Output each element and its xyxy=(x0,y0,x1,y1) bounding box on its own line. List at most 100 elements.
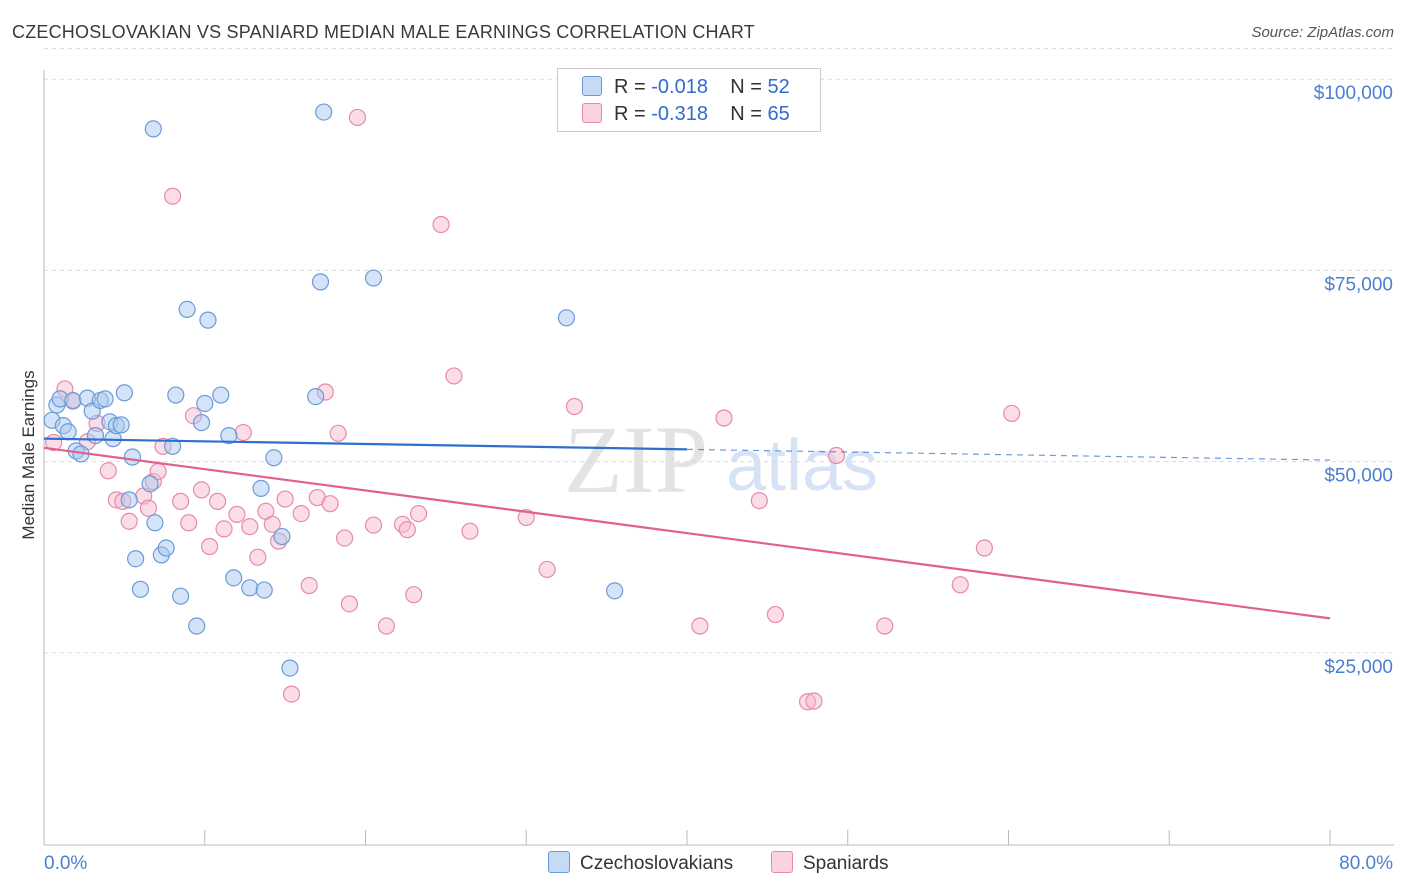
y-axis-label: Median Male Earnings xyxy=(19,370,38,539)
czechoslovakian-point xyxy=(167,386,185,404)
spaniard-point xyxy=(398,521,416,539)
legend-r-label: R = xyxy=(614,76,646,98)
czechoslovakian-point xyxy=(307,387,325,406)
x-tick-label: 80.0% xyxy=(1339,853,1393,874)
spaniard-point xyxy=(282,685,301,703)
czechoslovakian-point xyxy=(96,390,114,408)
spaniard-point xyxy=(432,215,450,234)
czechoslovakian-point xyxy=(172,587,190,605)
spaniard-point xyxy=(348,108,367,127)
legend-row-spaniards: R = -0.318 N = 65 xyxy=(582,103,790,129)
spaniard-point xyxy=(99,462,117,480)
spaniard-point xyxy=(445,367,463,385)
spaniard-point xyxy=(234,423,252,442)
spaniard-point xyxy=(164,187,182,205)
spaniard-point xyxy=(377,617,395,635)
spaniard-point xyxy=(517,508,535,527)
spaniard-point xyxy=(180,514,198,532)
czechoslovakian-point xyxy=(225,569,243,587)
spaniard-point xyxy=(276,490,294,508)
spaniard-point xyxy=(750,492,768,510)
czechoslovakian-point xyxy=(127,550,145,568)
bottom-legend-label: Spaniards xyxy=(803,853,889,874)
czechoslovakian-point xyxy=(311,273,330,291)
legend-r-value: -0.318 xyxy=(651,103,708,125)
spaniard-point xyxy=(827,446,846,465)
czechoslovakian-point xyxy=(131,580,150,598)
czechoslovakian-point xyxy=(220,426,238,445)
legend-row-czechoslovakians: R = -0.018 N = 52 xyxy=(582,76,790,102)
czechoslovakian-point xyxy=(157,539,175,557)
legend-n-value: 52 xyxy=(767,76,790,98)
y-tick-label: $25,000 xyxy=(1324,657,1393,678)
spaniard-point xyxy=(120,512,138,530)
czechoslovakians-points xyxy=(43,103,624,677)
spaniard-point xyxy=(876,617,894,635)
spaniard-point xyxy=(300,576,318,595)
spaniard-point xyxy=(461,522,479,540)
spaniard-point xyxy=(209,492,227,510)
czechoslovakian-point xyxy=(315,103,333,121)
blue-swatch-icon xyxy=(548,851,570,873)
czechoslovakian-point xyxy=(192,413,211,432)
legend-n-label: N = xyxy=(730,103,762,125)
spaniard-point xyxy=(139,499,158,517)
y-tick-label: $100,000 xyxy=(1314,83,1393,104)
y-tick-label: $50,000 xyxy=(1324,466,1393,487)
spaniard-point xyxy=(228,505,246,523)
czechoslovakian-point xyxy=(557,309,576,327)
watermark-atlas: atlas xyxy=(726,426,878,506)
spaniard-point xyxy=(340,595,359,613)
x-tick-label: 0.0% xyxy=(44,853,87,874)
czechoslovakian-point xyxy=(144,120,162,138)
czechoslovakians-trendline xyxy=(43,437,688,451)
czechoslovakian-point xyxy=(188,617,206,635)
spaniard-point xyxy=(241,518,259,536)
czechoslovakian-point xyxy=(252,479,270,497)
gridlines xyxy=(44,48,1394,654)
spaniard-point xyxy=(215,520,233,538)
czechoslovakian-point xyxy=(273,527,291,546)
czechoslovakian-point xyxy=(265,449,283,467)
czechoslovakian-point xyxy=(199,311,217,329)
spaniard-point xyxy=(329,424,347,442)
czechoslovakian-point xyxy=(146,514,164,532)
watermark-zip: ZIP xyxy=(564,406,708,513)
legend-n-label: N = xyxy=(730,76,762,98)
x-tick-labels: 0.0% 80.0% xyxy=(44,853,1393,874)
blue-swatch-icon xyxy=(582,76,602,96)
spaniard-point xyxy=(766,605,785,624)
czechoslovakian-point xyxy=(123,448,142,466)
spaniard-point xyxy=(249,548,267,566)
legend-r-value: -0.018 xyxy=(651,76,708,98)
czechoslovakian-point xyxy=(196,394,214,413)
spaniard-point xyxy=(409,505,428,523)
trendlines xyxy=(43,437,1331,620)
spaniard-point xyxy=(292,505,310,523)
spaniard-point xyxy=(538,560,556,579)
legend-n-value: 65 xyxy=(767,103,790,125)
czechoslovakian-point xyxy=(112,416,130,434)
spaniard-point xyxy=(1003,404,1021,423)
czechoslovakian-point xyxy=(86,426,105,445)
spaniard-point xyxy=(565,397,584,416)
pink-swatch-icon xyxy=(771,851,793,873)
spaniard-point xyxy=(192,481,211,499)
spaniard-point xyxy=(364,516,383,534)
y-tick-label: $75,000 xyxy=(1324,274,1393,295)
bottom-legend-czechoslovakians: Czechoslovakians xyxy=(548,851,733,875)
spaniard-point xyxy=(975,539,993,557)
czechoslovakians-trendline-extension xyxy=(686,448,1331,461)
czechoslovakian-point xyxy=(281,659,299,677)
czechoslovakian-point xyxy=(120,491,138,509)
czechoslovakian-point xyxy=(606,582,624,600)
spaniard-point xyxy=(951,576,969,594)
axes xyxy=(43,70,1394,846)
pink-swatch-icon xyxy=(582,103,602,123)
legend: R = -0.018 N = 52 R = -0.318 N = 65 xyxy=(557,68,821,132)
spaniard-point xyxy=(263,515,281,533)
spaniard-point xyxy=(715,409,733,427)
spaniard-point xyxy=(691,617,709,635)
chart-title: CZECHOSLOVAKIAN VS SPANIARD MEDIAN MALE … xyxy=(12,22,755,42)
